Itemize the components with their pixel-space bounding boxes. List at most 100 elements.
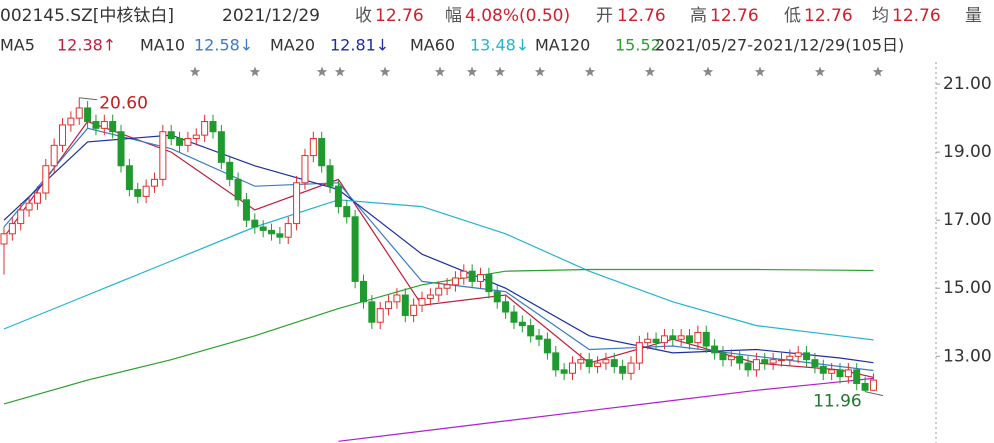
- star-icon: [872, 66, 884, 77]
- candle-body: [627, 362, 635, 374]
- candle-body: [309, 138, 317, 157]
- candle-body: [284, 223, 292, 238]
- ma-line: [338, 377, 874, 442]
- candle-body: [75, 107, 83, 119]
- candle-body: [493, 291, 501, 303]
- candle-body: [351, 216, 359, 282]
- candle-body: [25, 202, 33, 211]
- candle-body: [17, 209, 25, 225]
- candle-body: [786, 355, 794, 361]
- y-tick-label: 15.00: [943, 278, 992, 298]
- candle-body: [150, 178, 158, 187]
- star-icon: [534, 66, 546, 77]
- candle-body: [460, 270, 468, 279]
- stat-value: 12.76: [804, 6, 853, 26]
- star-icon: [189, 66, 201, 77]
- ma-line: [3, 127, 874, 372]
- y-tick-label: 13.00: [943, 346, 992, 366]
- candle-body: [376, 308, 384, 323]
- stat-value: 12.76: [617, 6, 666, 26]
- candle-body: [109, 121, 117, 133]
- ma-line: [3, 120, 874, 378]
- annotation-leader: [79, 97, 98, 101]
- candle-body: [426, 294, 434, 299]
- stat-value: 12.76: [710, 6, 759, 26]
- stat-label: 高: [690, 6, 707, 26]
- legend-name: MA20: [270, 36, 315, 55]
- candle-body: [752, 359, 760, 371]
- legend-value: 13.48↓: [470, 36, 529, 55]
- legend-value: 12.38↑: [57, 36, 116, 55]
- candle-body: [443, 284, 451, 289]
- candle-body: [602, 359, 610, 364]
- candle-body: [577, 359, 585, 364]
- star-icon: [702, 66, 714, 77]
- candle-body: [368, 301, 376, 323]
- candle-body: [635, 342, 643, 364]
- legend-name: MA5: [0, 36, 35, 55]
- candle-body: [769, 359, 777, 364]
- candle-body: [251, 219, 259, 228]
- candle-body: [619, 365, 627, 374]
- stat-value: 12.76: [892, 6, 941, 26]
- candle-body: [8, 223, 16, 235]
- candle-body: [59, 124, 67, 146]
- candle-body: [518, 321, 526, 327]
- candle-body: [686, 335, 694, 344]
- candle-body: [644, 338, 652, 344]
- candle-body: [719, 352, 727, 361]
- candle-body: [853, 369, 861, 384]
- candle-body: [803, 352, 811, 361]
- star-icon: [249, 66, 261, 77]
- stat-label: 开: [596, 6, 613, 26]
- stat-label: 低: [784, 6, 801, 26]
- candle-body: [669, 335, 677, 340]
- candle-body: [410, 304, 418, 316]
- candle-body: [594, 362, 602, 367]
- y-tick-label: 17.00: [943, 210, 992, 230]
- star-icon: [334, 66, 346, 77]
- candle-body: [861, 382, 869, 391]
- candle-body: [234, 178, 242, 201]
- stat-label: 均: [872, 6, 889, 26]
- candle-body: [401, 294, 409, 316]
- legend-name: MA60: [410, 36, 455, 55]
- candle-body: [268, 229, 276, 235]
- candle-body: [568, 362, 576, 374]
- candle-body: [418, 297, 426, 306]
- candle-body: [92, 121, 100, 129]
- candle-body: [50, 144, 58, 167]
- y-tick-label: 19.00: [943, 142, 992, 162]
- candle-body: [276, 233, 284, 238]
- star-icon: [316, 66, 328, 77]
- candle-body: [159, 131, 167, 180]
- candle-body: [301, 155, 309, 184]
- star-icon: [466, 66, 478, 77]
- star-icon: [434, 66, 446, 77]
- candle-body: [560, 369, 568, 374]
- star-icon: [754, 66, 766, 77]
- candle-body: [527, 325, 535, 337]
- candle-body: [192, 134, 200, 140]
- candle-body: [794, 352, 802, 357]
- stat-label: 量: [965, 6, 982, 26]
- candle-body: [610, 359, 618, 367]
- candle-body: [468, 270, 476, 282]
- candle-body: [42, 165, 50, 194]
- candle-body: [209, 121, 217, 133]
- stat-value: 12.76: [375, 6, 424, 26]
- candle-body: [535, 335, 543, 340]
- candle-body: [359, 280, 367, 303]
- candle-body: [543, 338, 551, 354]
- star-icon: [584, 66, 596, 77]
- annotation-label: 11.96: [813, 392, 862, 412]
- candle-body: [777, 359, 785, 362]
- legend-value: 12.58↓: [194, 36, 253, 55]
- candle-body: [33, 192, 41, 204]
- candle-body: [477, 274, 485, 282]
- candle-body: [100, 121, 108, 129]
- candle-body: [67, 117, 75, 126]
- star-icon: [379, 66, 391, 77]
- stat-value: 4.08%(0.50): [465, 6, 570, 26]
- candle-body: [334, 185, 342, 208]
